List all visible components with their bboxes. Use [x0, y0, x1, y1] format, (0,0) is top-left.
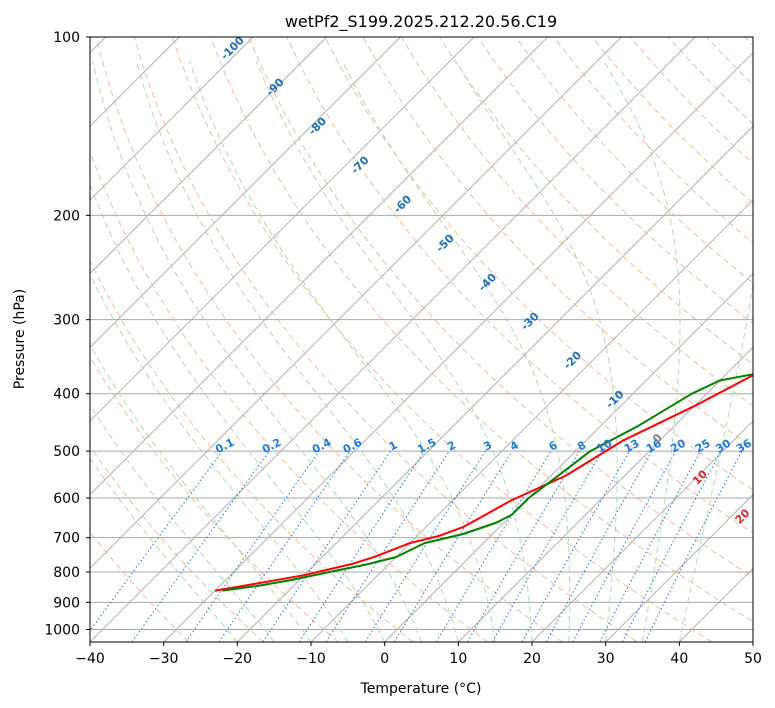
dewpoint-trace [222, 373, 753, 592]
dry-adiabat-line [210, 37, 753, 623]
mixing-ratio-line [393, 450, 513, 642]
moist-adiabat-line [135, 61, 459, 642]
chart-title: wetPf2_S199.2025.212.20.56.C19 [285, 12, 557, 32]
temperature-trace [214, 374, 753, 592]
dry-adiabat-line [515, 37, 753, 284]
dry-adiabat-line [133, 37, 638, 642]
x-axis-ticks: −40 −30 −20 −10 0 10 20 30 40 50 [75, 642, 762, 667]
y-tick-label: 500 [53, 444, 80, 460]
y-tick-label: 700 [53, 531, 80, 547]
moist-adiabat-line [90, 182, 386, 642]
dry-adiabat-line [95, 37, 563, 642]
x-tick-label: 10 [449, 651, 467, 667]
dry-adiabats [90, 37, 753, 642]
dry-adiabat-line [248, 37, 753, 578]
y-tick-label: 1000 [44, 622, 80, 638]
y-axis-ticks: 100 200 300 400 500 600 700 800 900 1000 [44, 30, 90, 638]
mixing-ratio-label: 36 [734, 436, 754, 455]
mixing-ratio-line [262, 450, 392, 642]
moist-adiabat-line [92, 61, 422, 642]
y-tick-label: 900 [53, 595, 80, 611]
dry-adiabat-line [171, 37, 712, 642]
mixing-ratio-line [131, 450, 270, 642]
isotherm-line [90, 37, 327, 275]
y-tick-label: 600 [53, 491, 80, 507]
isotherm-line [90, 37, 622, 569]
x-tick-label: −40 [75, 651, 105, 667]
mixing-ratio-line [545, 450, 653, 642]
moist-adiabat-line [90, 404, 275, 642]
y-tick-label: 800 [53, 565, 80, 581]
mixing-ratio-lines [90, 450, 743, 642]
mixing-ratio-line [218, 450, 351, 642]
isotherm-line [90, 37, 401, 348]
x-tick-label: 20 [523, 651, 541, 667]
plot-area: 0.1 0.2 0.4 0.6 1 1.5 2 3 4 6 8 10 13 16 20 25 30 36-100-… [90, 37, 754, 642]
isotherm-line [90, 37, 475, 422]
y-tick-label: 300 [53, 313, 80, 329]
x-tick-label: 40 [670, 651, 688, 667]
moist-adiabat-line [455, 61, 618, 642]
mixing-ratio-line [90, 450, 223, 632]
y-tick-label: 400 [53, 387, 80, 403]
moist-adiabat-line [678, 280, 753, 642]
moist-adiabat-line [341, 61, 571, 642]
isotherm-line [458, 346, 753, 642]
moist-adiabat-line [189, 61, 496, 642]
isotherm-line [605, 494, 753, 642]
dry-adiabat-line [324, 37, 753, 491]
mixing-ratio-line [185, 450, 320, 642]
moist-adiabat-line [90, 272, 349, 642]
x-axis-label: Temperature (°C) [360, 681, 482, 697]
mixing-ratio-line [644, 450, 743, 642]
y-axis-label: Pressure (hPa) [12, 289, 28, 389]
x-tick-label: −30 [149, 651, 179, 667]
moist-adiabat-line [256, 61, 533, 642]
dry-adiabat-line [90, 259, 414, 642]
y-tick-label: 200 [53, 208, 80, 224]
isotherm-line [163, 52, 753, 642]
mixing-ratio-line [521, 450, 630, 642]
isotherm-line [384, 273, 753, 642]
mixing-ratio-line [572, 450, 677, 642]
dry-adiabat-line [286, 37, 753, 534]
sounding-traces [214, 373, 753, 592]
dry-adiabat-line [90, 445, 264, 642]
x-tick-label: 0 [380, 651, 389, 667]
isotherm-line [531, 420, 753, 642]
mixing-ratio-line [325, 450, 450, 642]
moist-adiabats [90, 61, 753, 642]
x-tick-label: 50 [744, 651, 762, 667]
dry-adiabat-line [90, 356, 339, 642]
y-tick-label: 100 [53, 30, 80, 46]
moist-adiabat-line [603, 61, 681, 642]
x-tick-label: −20 [223, 651, 253, 667]
x-tick-label: 30 [597, 651, 615, 667]
isotherm-line [90, 37, 548, 496]
plot-frame [89, 36, 754, 643]
isotherm-line [237, 125, 753, 642]
isobar-gridlines [90, 37, 753, 630]
moist-adiabat-line [90, 457, 238, 642]
moist-adiabat-line [90, 343, 312, 642]
isotherm-line [90, 37, 254, 201]
x-tick-label: −10 [296, 651, 326, 667]
